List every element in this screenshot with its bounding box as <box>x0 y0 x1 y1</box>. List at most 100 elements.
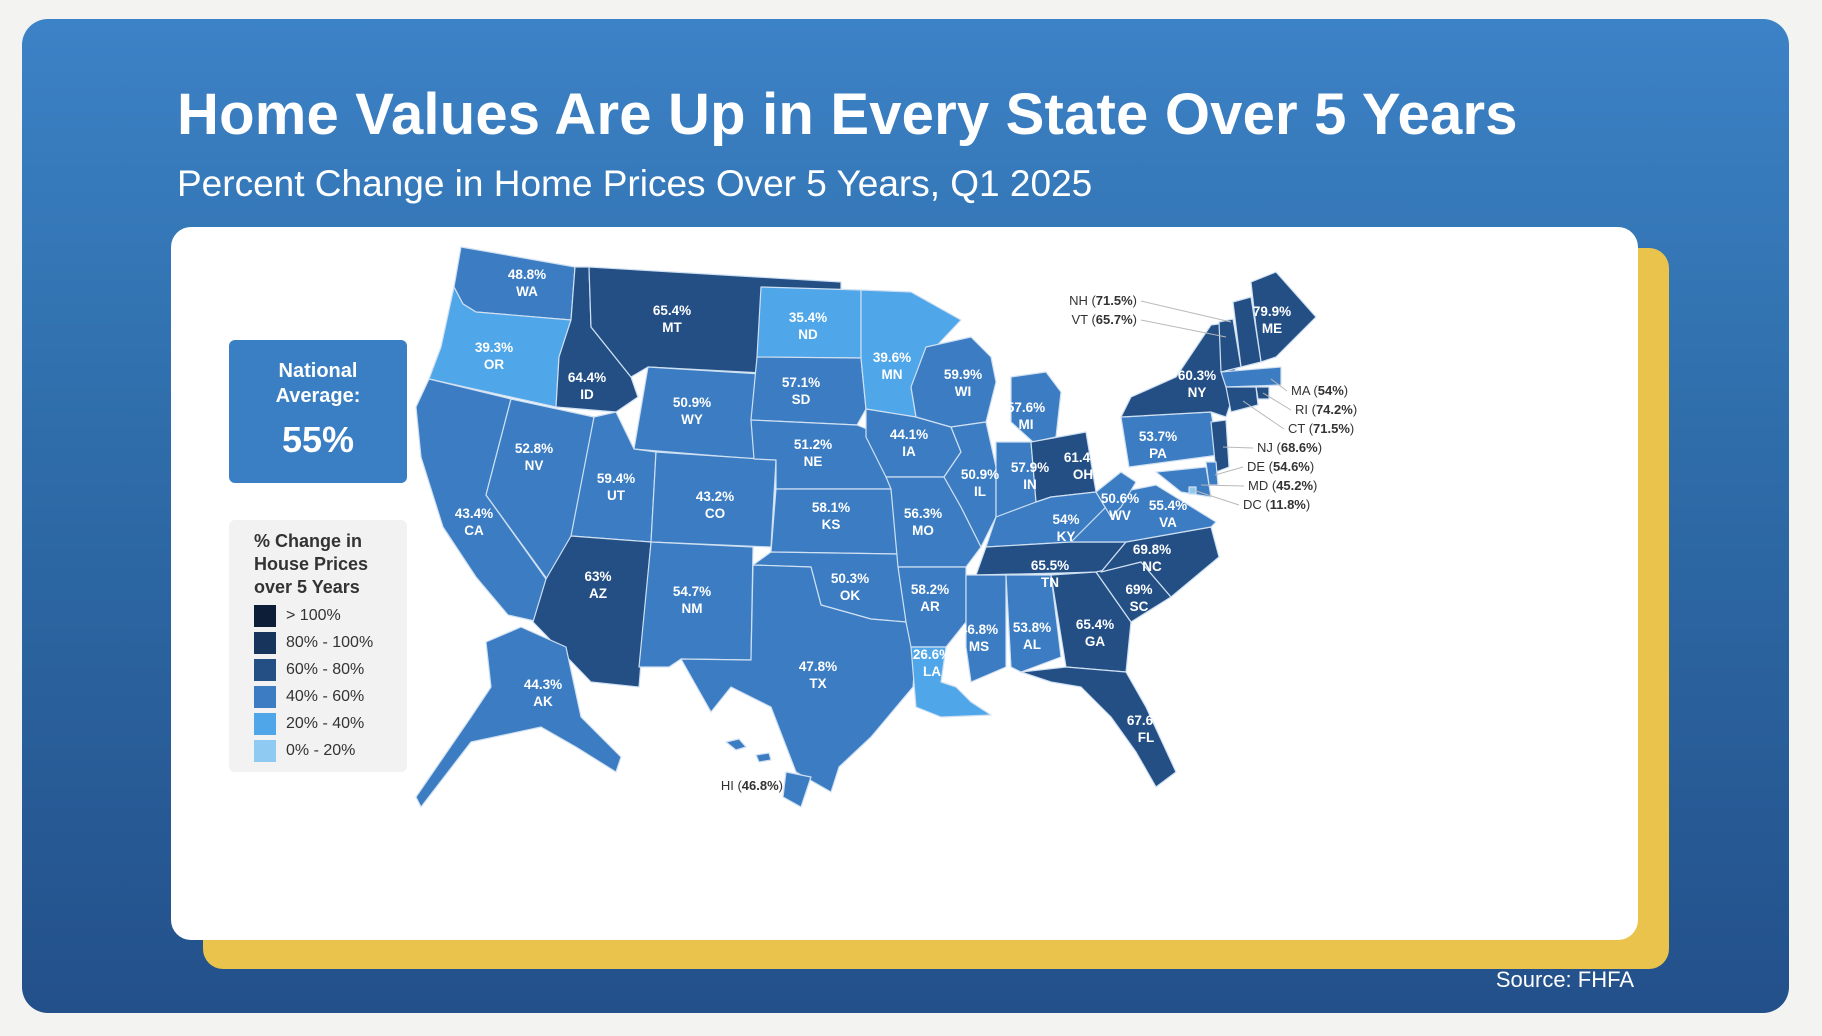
state-value-co: 43.2% <box>696 489 734 504</box>
state-nh <box>1232 296 1262 368</box>
state-value-ca: 43.4% <box>455 506 493 521</box>
state-abbr-va: VA <box>1159 515 1177 530</box>
state-value-ks: 58.1% <box>812 500 850 515</box>
state-abbr-ia: IA <box>902 444 916 459</box>
state-value-nd: 35.4% <box>789 310 827 325</box>
state-value-fl: 67.6% <box>1127 713 1165 728</box>
state-label-vt: VT (65.7%) <box>1071 312 1137 327</box>
source-note: Source: FHFA <box>1495 967 1634 992</box>
state-value-wa: 48.8% <box>508 267 546 282</box>
state-abbr-ny: NY <box>1188 385 1207 400</box>
leader-line-nh <box>1140 300 1232 323</box>
legend: % Change in House Prices over 5 Years > … <box>229 520 407 772</box>
state-value-ms: 46.8% <box>960 622 998 637</box>
state-label-dc: DC (11.8%) <box>1243 497 1310 512</box>
legend-label: 60% - 80% <box>286 661 365 678</box>
state-dc <box>1188 486 1197 495</box>
leader-line-ct <box>1242 400 1285 430</box>
leader-line-md <box>1200 484 1245 487</box>
state-vt <box>1218 318 1242 373</box>
state-abbr-wv: WV <box>1109 508 1131 523</box>
state-nj <box>1210 419 1230 473</box>
state-abbr-mt: MT <box>662 320 682 335</box>
infographic-card: Home Values Are Up in Every State Over 5… <box>22 19 1789 1013</box>
state-ga <box>1050 571 1132 673</box>
state-abbr-oh: OH <box>1073 467 1093 482</box>
legend-title: % Change in House Prices over 5 Years <box>254 531 369 597</box>
state-value-sc: 69% <box>1125 582 1152 597</box>
state-value-nm: 54.7% <box>673 584 711 599</box>
state-abbr-sd: SD <box>792 392 811 407</box>
state-label-nj: NJ (68.6%) <box>1257 440 1322 455</box>
state-value-la: 26.6% <box>913 647 951 662</box>
state-abbr-il: IL <box>974 484 986 499</box>
state-label-de: DE (54.6%) <box>1247 459 1314 474</box>
national-average-box: National Average: 55% <box>229 340 407 483</box>
state-al <box>1005 574 1062 673</box>
legend-label: 0% - 20% <box>286 742 356 759</box>
legend-swatch <box>254 605 276 627</box>
state-abbr-az: AZ <box>589 586 607 601</box>
legend-label: > 100% <box>286 607 341 624</box>
state-label-hi: HI (46.8%) <box>721 778 783 793</box>
legend-label: 40% - 60% <box>286 688 365 705</box>
state-value-ne: 51.2% <box>794 437 832 452</box>
legend-item: 40% - 60% <box>254 686 364 708</box>
state-abbr-ks: KS <box>822 517 841 532</box>
state-ms <box>965 574 1007 683</box>
legend-item: > 100% <box>254 605 341 627</box>
state-abbr-mo: MO <box>912 523 934 538</box>
state-value-mn: 39.6% <box>873 350 911 365</box>
state-value-va: 55.4% <box>1149 498 1187 513</box>
state-abbr-tn: TN <box>1041 575 1059 590</box>
state-fl <box>1020 666 1177 788</box>
legend-item: 60% - 80% <box>254 659 364 681</box>
legend-item: 20% - 40% <box>254 713 364 735</box>
state-label-ct: CT (71.5%) <box>1288 421 1354 436</box>
state-value-ga: 65.4% <box>1076 617 1114 632</box>
state-value-ok: 50.3% <box>831 571 869 586</box>
state-abbr-nm: NM <box>682 601 703 616</box>
state-abbr-nc: NC <box>1142 559 1162 574</box>
state-label-md: MD (45.2%) <box>1248 478 1317 493</box>
state-abbr-ne: NE <box>804 454 823 469</box>
national-average-value: 55% <box>281 419 355 460</box>
state-value-ar: 58.2% <box>911 582 949 597</box>
leader-line-ma <box>1270 378 1288 392</box>
state-value-ut: 59.4% <box>597 471 635 486</box>
state-abbr-or: OR <box>484 357 505 372</box>
state-value-mt: 65.4% <box>653 303 691 318</box>
state-abbr-nd: ND <box>798 327 818 342</box>
state-value-id: 64.4% <box>568 370 606 385</box>
state-value-al: 53.8% <box>1013 620 1051 635</box>
legend-swatch <box>254 713 276 735</box>
state-value-mi: 57.6% <box>1007 400 1045 415</box>
state-label-ri: RI (74.2%) <box>1295 402 1357 417</box>
state-abbr-nv: NV <box>525 458 544 473</box>
state-value-nv: 52.8% <box>515 441 553 456</box>
state-abbr-ms: MS <box>969 639 989 654</box>
state-abbr-pa: PA <box>1149 446 1167 461</box>
state-value-nc: 69.8% <box>1133 542 1171 557</box>
state-abbr-me: ME <box>1262 321 1282 336</box>
state-value-wi: 59.9% <box>944 367 982 382</box>
state-abbr-mn: MN <box>882 367 903 382</box>
state-abbr-in: IN <box>1023 477 1037 492</box>
state-abbr-ca: CA <box>464 523 484 538</box>
national-average-label: National Average: <box>275 360 361 407</box>
legend-label: 80% - 100% <box>286 634 374 651</box>
state-abbr-sc: SC <box>1130 599 1149 614</box>
state-abbr-ga: GA <box>1085 634 1106 649</box>
state-ak <box>415 626 622 808</box>
leader-line-vt <box>1140 319 1227 338</box>
state-value-ky: 54% <box>1052 512 1079 527</box>
state-abbr-id: ID <box>580 387 594 402</box>
state-value-tn: 65.5% <box>1031 558 1069 573</box>
legend-item: 0% - 20% <box>254 740 355 762</box>
legend-swatch <box>254 659 276 681</box>
state-value-pa: 53.7% <box>1139 429 1177 444</box>
state-abbr-wi: WI <box>955 384 972 399</box>
state-abbr-mi: MI <box>1019 417 1034 432</box>
legend-item: 80% - 100% <box>254 632 373 654</box>
state-value-tx: 47.8% <box>799 659 837 674</box>
